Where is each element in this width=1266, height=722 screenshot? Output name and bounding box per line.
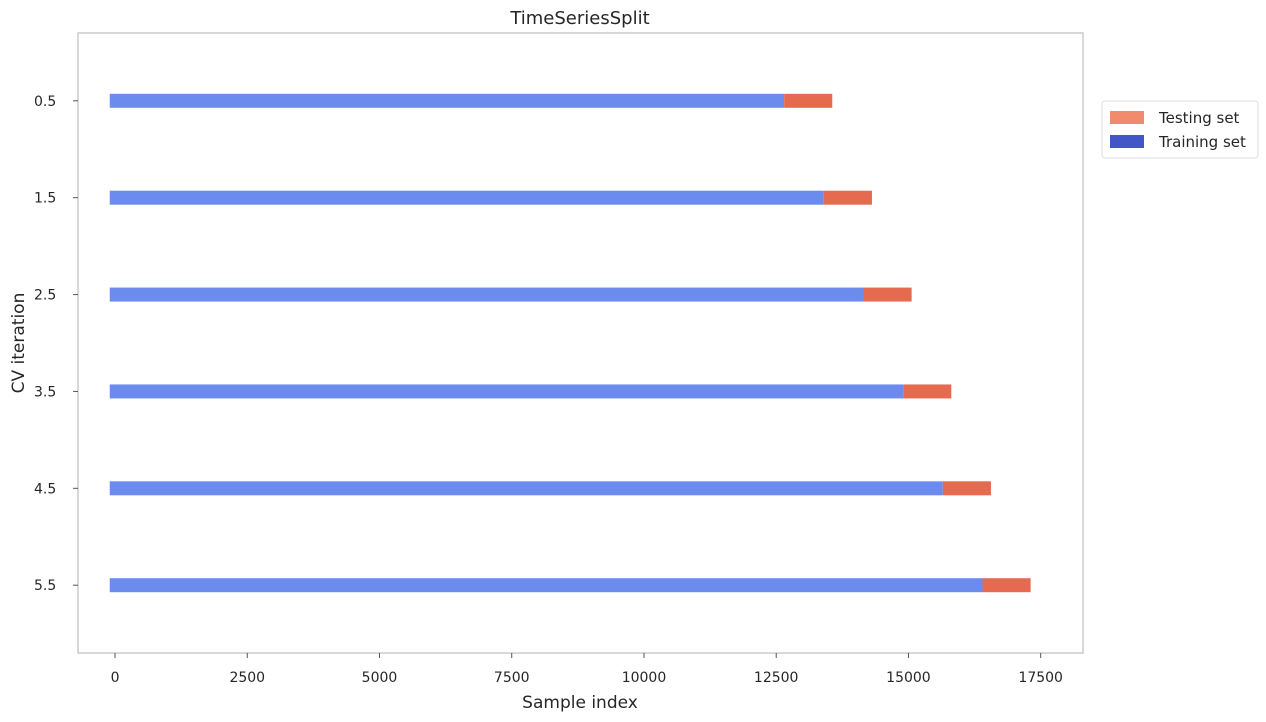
y-tick-label-2: 2.5: [34, 288, 56, 304]
legend-swatch-training: [1110, 135, 1144, 148]
testing-bar-1: [823, 190, 872, 205]
plot-frame: [77, 32, 1084, 654]
testing-bar-4: [942, 481, 991, 496]
testing-bar-5: [982, 578, 1031, 593]
testing-bar-3: [903, 384, 952, 399]
training-bar-1: [109, 190, 824, 205]
y-tick-label-5: 5.5: [34, 578, 56, 594]
y-axis-label: CV iteration: [9, 293, 29, 394]
testing-bar-0: [784, 93, 833, 108]
testing-bar-2: [863, 287, 912, 302]
x-tick-label-0: 0: [111, 670, 120, 686]
x-tick-label-2: 5000: [362, 670, 398, 686]
x-tick-label-1: 2500: [229, 670, 265, 686]
x-axis-ticks: 0 2500 5000 7500 10000 12500 15000 17500: [111, 653, 1063, 686]
x-axis-label: Sample index: [522, 693, 638, 713]
legend-label-testing: Testing set: [1158, 109, 1240, 127]
legend-label-training: Training set: [1158, 133, 1246, 151]
training-bar-5: [109, 578, 983, 593]
training-bar-3: [109, 384, 904, 399]
x-tick-label-6: 15000: [886, 670, 931, 686]
chart-title: TimeSeriesSplit: [509, 8, 649, 29]
plot-area: [109, 93, 1031, 593]
x-tick-label-7: 17500: [1018, 670, 1063, 686]
training-bar-4: [109, 481, 943, 496]
y-tick-label-0: 0.5: [34, 94, 56, 110]
x-tick-label-4: 10000: [622, 670, 667, 686]
y-tick-label-3: 3.5: [34, 384, 56, 400]
legend: Testing set Training set: [1101, 100, 1259, 159]
x-tick-label-3: 7500: [494, 670, 530, 686]
training-bar-0: [109, 93, 785, 108]
y-tick-label-4: 4.5: [34, 481, 56, 497]
y-axis-ticks: 0.5 1.5 2.5 3.5 4.5 5.5: [34, 94, 78, 594]
x-tick-label-5: 12500: [754, 670, 799, 686]
legend-swatch-testing: [1110, 111, 1144, 124]
training-bar-2: [109, 287, 864, 302]
y-tick-label-1: 1.5: [34, 191, 56, 207]
